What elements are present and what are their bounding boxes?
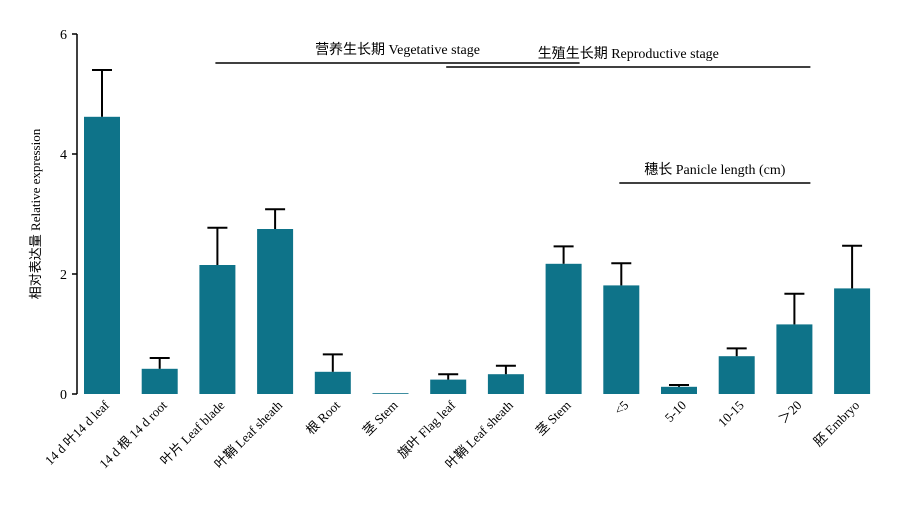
category-label: 茎 Stem [533,398,574,439]
stage-label: 穗长 Panicle length (cm) [644,162,785,178]
category-label: 茎 Stem [360,398,401,439]
bar [545,263,582,394]
bar [84,116,120,395]
bar [718,356,755,394]
bar [257,229,294,394]
bar [430,379,467,394]
bar [487,374,524,394]
y-tick-label: 6 [60,28,67,43]
category-label: 根 Root [303,397,343,437]
stage-annotations: 营养生长期 Vegetative stage 生殖生长期 Reproductive… [215,42,811,184]
bar [603,285,640,394]
bar [372,393,409,394]
category-label: 旗叶 Flag leaf [395,397,459,461]
bar [661,386,697,394]
bar [141,368,178,394]
y-axis-title: 相对表达量 Relative expression [28,128,43,299]
y-tick-label: 2 [60,268,67,283]
category-label: ＞20 [776,398,805,427]
stage-label: 营养生长期 Vegetative stage [315,42,480,58]
y-ticks: 0 2 4 6 [60,28,77,403]
category-label: <5 [611,398,631,418]
y-tick-label: 0 [60,388,67,403]
bar [834,288,871,394]
stage-label: 生殖生长期 Reproductive stage [538,45,719,62]
bar [314,371,351,394]
bar [199,265,236,394]
bar [776,324,813,394]
y-tick-label: 4 [60,148,67,163]
error-bars [92,69,863,387]
category-label: 胚 Embryo [811,398,863,450]
bars [84,116,871,395]
category-label: 10-15 [715,398,747,430]
category-label: 5-10 [662,398,689,425]
